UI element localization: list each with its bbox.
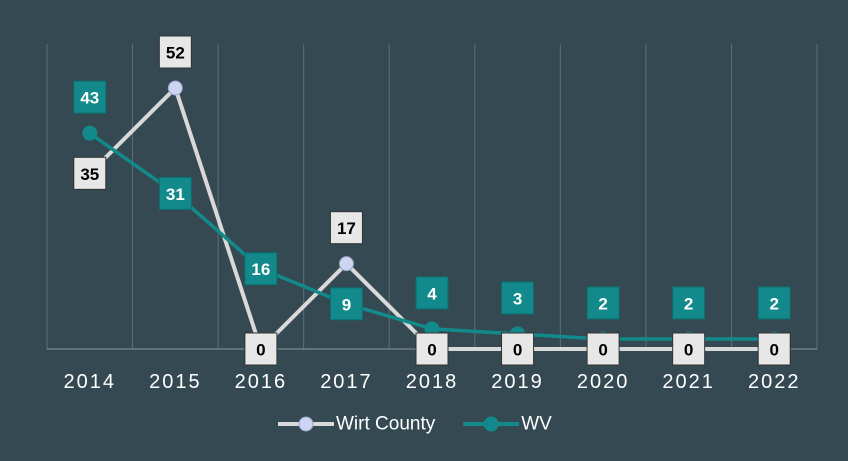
data-label: 0	[427, 341, 436, 360]
point	[167, 80, 183, 96]
x-tick-label: 2021	[662, 371, 715, 393]
x-tick-label: 2022	[748, 371, 801, 393]
data-label-box	[329, 287, 363, 321]
data-label-box	[586, 332, 620, 366]
data-label: 52	[166, 44, 185, 63]
x-tick-label: 2019	[491, 371, 544, 393]
data-label-box	[501, 332, 535, 366]
data-label: 3	[513, 289, 522, 308]
data-label: 2	[598, 294, 607, 313]
data-label: 17	[337, 219, 356, 238]
data-label: 4	[427, 284, 437, 303]
data-label-box	[415, 332, 449, 366]
data-label: 16	[251, 260, 270, 279]
data-label: 35	[80, 165, 99, 184]
data-label-box	[158, 176, 192, 210]
point	[82, 125, 98, 141]
legend-marker	[483, 416, 499, 432]
data-label-box	[757, 332, 791, 366]
data-label: 43	[80, 89, 99, 108]
data-label-box	[244, 252, 278, 286]
data-label-box	[757, 286, 791, 320]
data-label: 0	[769, 341, 778, 360]
data-label-box	[415, 276, 449, 310]
data-label: 31	[166, 185, 185, 204]
data-label: 9	[342, 295, 351, 314]
data-label: 2	[684, 294, 693, 313]
data-label-box	[73, 80, 107, 114]
data-label: 0	[513, 341, 522, 360]
data-label-box	[672, 332, 706, 366]
data-label-box	[586, 286, 620, 320]
legend-label: Wirt County	[336, 414, 436, 435]
legend-label: WV	[521, 414, 552, 435]
data-label-box	[672, 286, 706, 320]
point	[338, 256, 354, 272]
data-label-box	[244, 332, 278, 366]
x-tick-label: 2014	[64, 371, 117, 393]
legend-marker	[298, 416, 314, 432]
data-label: 0	[256, 341, 265, 360]
x-tick-label: 2018	[406, 371, 459, 393]
data-label: 2	[769, 294, 778, 313]
data-label-box	[73, 156, 107, 190]
data-label-box	[329, 211, 363, 245]
data-label-box	[158, 35, 192, 69]
x-tick-label: 2017	[320, 371, 373, 393]
x-tick-label: 2016	[235, 371, 288, 393]
x-tick-label: 2020	[577, 371, 630, 393]
data-label: 0	[598, 341, 607, 360]
x-tick-label: 2015	[149, 371, 202, 393]
data-label: 0	[684, 341, 693, 360]
data-label-box	[501, 281, 535, 315]
